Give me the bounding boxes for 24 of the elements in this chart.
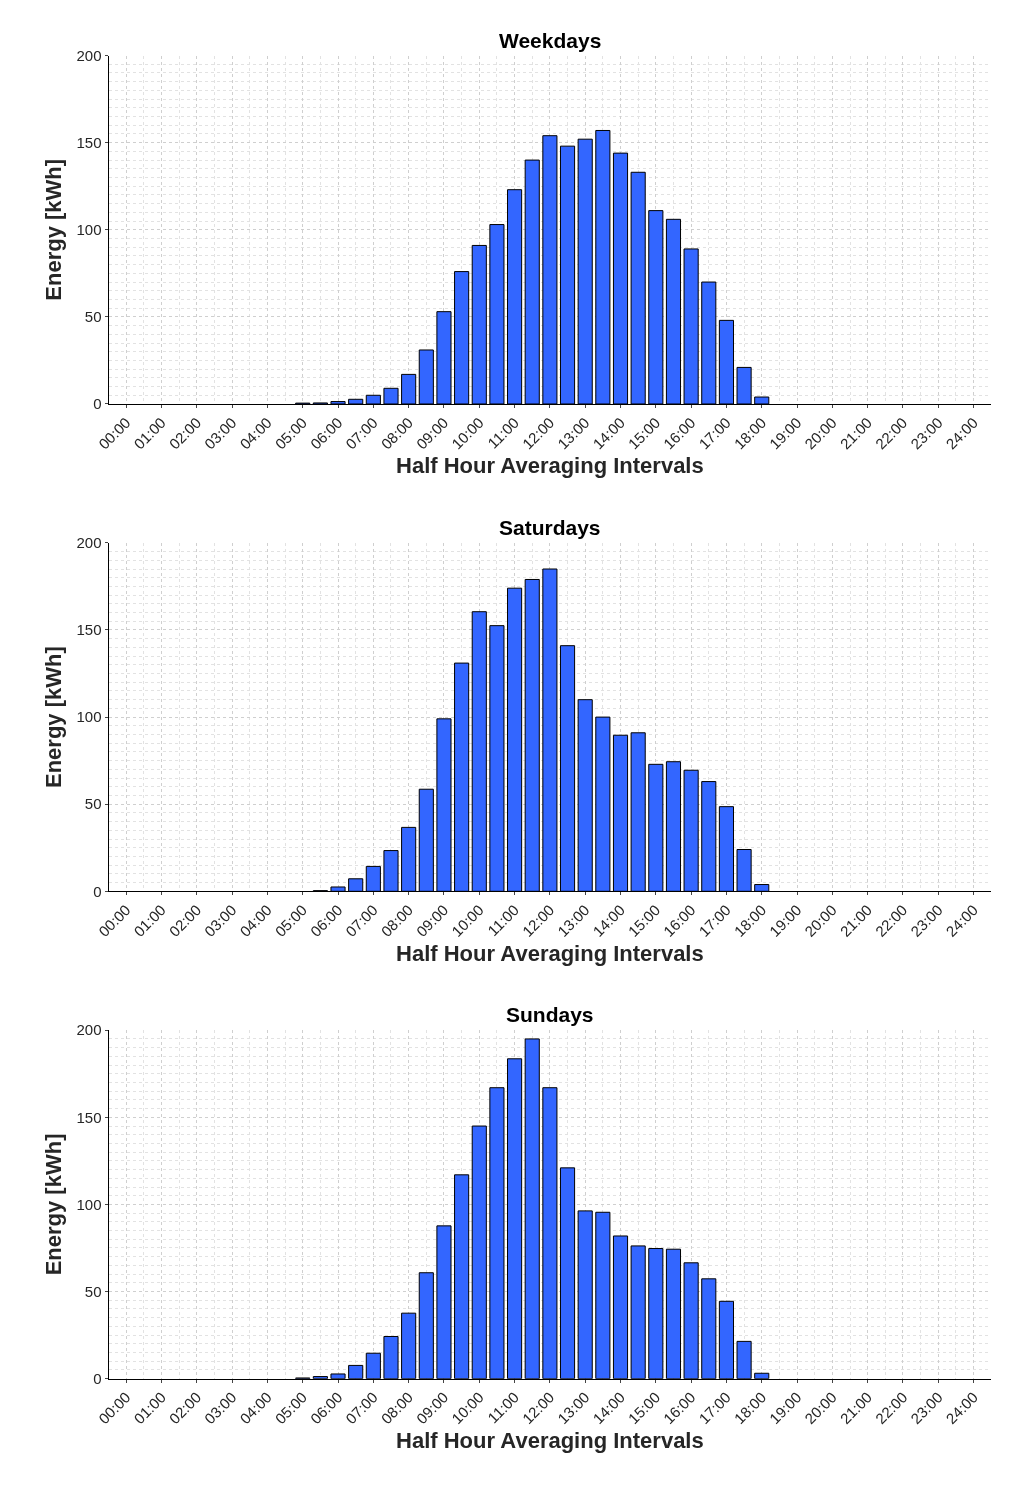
y-tick-label: 0: [93, 882, 102, 900]
y-tick-label: 100: [76, 221, 102, 239]
y-tick-label: 200: [76, 1021, 102, 1039]
y-tick-label: 50: [84, 308, 102, 326]
chart-title: Saturdays: [499, 516, 601, 539]
y-tick-label: 100: [76, 708, 102, 726]
y-axis-title: Energy [kWh]: [41, 1133, 67, 1276]
y-tick-label: 200: [76, 46, 102, 64]
y-tick-label: 100: [76, 1195, 102, 1213]
y-tick-label: 50: [84, 1282, 102, 1300]
y-tick-label: 200: [76, 534, 102, 552]
chart-title: Sundays: [506, 1003, 594, 1026]
y-axis-title: Energy [kWh]: [41, 646, 67, 788]
y-tick-label: 150: [76, 133, 102, 151]
chart-title: Weekdays: [499, 29, 602, 52]
x-axis-title: Half Hour Averaging Intervals: [396, 940, 704, 966]
y-tick-label: 0: [93, 395, 102, 413]
y-tick-label: 0: [93, 1369, 102, 1387]
x-axis-title: Half Hour Averaging Intervals: [396, 453, 704, 479]
y-tick-label: 150: [76, 621, 102, 639]
x-axis-title: Half Hour Averaging Intervals: [396, 1428, 704, 1454]
y-tick-label: 50: [84, 795, 102, 813]
y-tick-label: 150: [76, 1108, 102, 1126]
y-axis-title: Energy [kWh]: [41, 158, 67, 301]
